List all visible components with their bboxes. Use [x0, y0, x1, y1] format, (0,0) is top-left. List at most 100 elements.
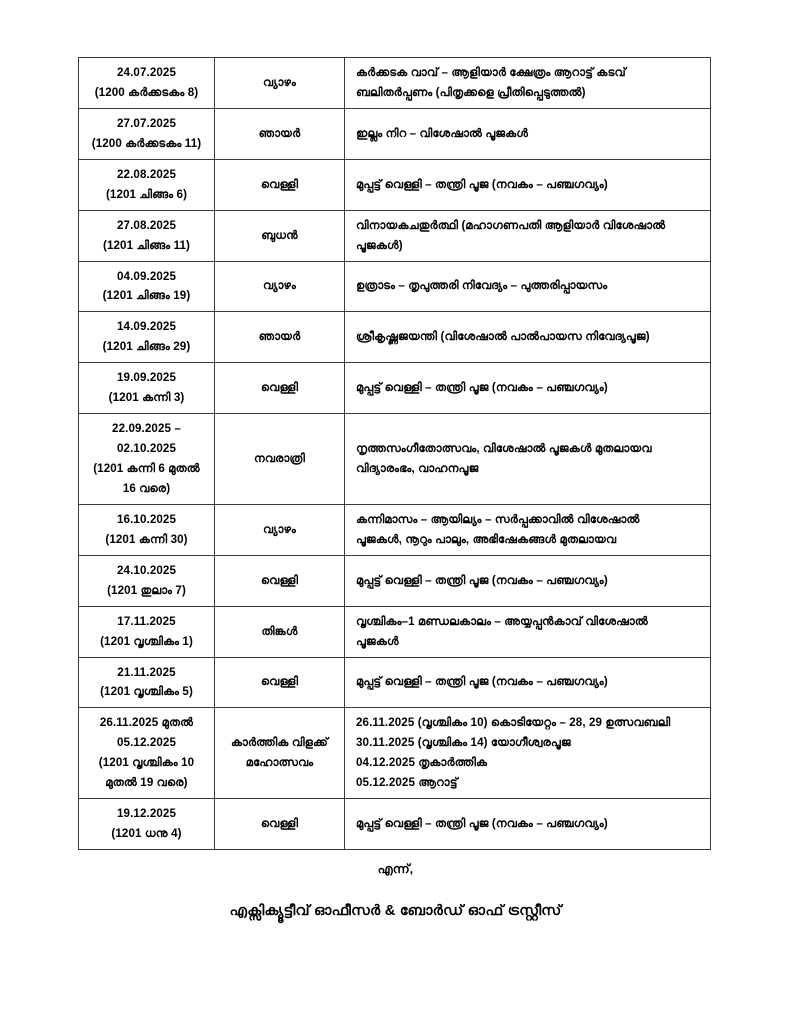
details-text: വിനായകചതുർത്ഥി (മഹാഗണപതി ആളിയാർ വിശേഷാൽ … [356, 218, 666, 252]
date-primary: 22.09.2025 – 02.10.2025 [112, 422, 181, 456]
cell-date: 19.12.2025 (1201 ധനു 4) [78, 798, 215, 850]
cell-date: 21.11.2025 (1201 വൃശ്ചികം 5) [78, 656, 215, 709]
cell-day: ബുധൻ [214, 209, 345, 262]
details-text: മുപ്പട്ട് വെള്ളി – തന്ത്രി പൂജ (നവകം – പ… [356, 817, 608, 831]
date-secondary: (1201 കന്നി 6 മുതൽ 16 വരെ) [93, 462, 200, 495]
cell-date: 04.09.2025 (1201 ചിങ്ങം 19) [78, 260, 215, 313]
cell-details: മുപ്പട്ട് വെള്ളി – തന്ത്രി പൂജ (നവകം – പ… [344, 362, 711, 415]
table-row: 26.11.2025 മുതൽ 05.12.2025 (1201 വൃശ്ചികം… [78, 707, 711, 800]
cell-day: ഞായർ [214, 311, 345, 364]
day-label: വെള്ളി [260, 177, 299, 191]
cell-date: 22.09.2025 – 02.10.2025 (1201 കന്നി 6 മുത… [78, 413, 215, 505]
details-text: മുപ്പട്ട് വെള്ളി – തന്ത്രി പൂജ (നവകം – പ… [356, 675, 608, 689]
date-primary: 19.09.2025 [116, 371, 177, 385]
day-label: തിങ്കൾ [261, 624, 298, 638]
date-primary: 04.09.2025 [116, 269, 177, 283]
date-primary: 24.10.2025 [116, 563, 177, 577]
table-row: 22.09.2025 – 02.10.2025 (1201 കന്നി 6 മുത… [78, 413, 711, 505]
cell-date: 19.09.2025 (1201 കന്നി 3) [78, 362, 215, 415]
details-text: മുപ്പട്ട് വെള്ളി – തന്ത്രി പൂജ (നവകം – പ… [356, 573, 608, 587]
cell-day: നവരാത്രി [214, 413, 345, 505]
day-label: ബുധൻ [261, 228, 298, 242]
date-secondary: (1201 വൃശ്ചികം 1) [100, 634, 193, 648]
date-primary: 26.11.2025 മുതൽ 05.12.2025 [99, 716, 194, 750]
closing-block: എന്ന്, എക്സിക്യൂട്ടീവ് ഓഫീസർ & ബോർഡ് ഓഫ്… [0, 862, 791, 919]
cell-details: മുപ്പട്ട് വെള്ളി – തന്ത്രി പൂജ (നവകം – പ… [344, 656, 711, 709]
details-text: മുപ്പട്ട് വെള്ളി – തന്ത്രി പൂജ (നവകം – പ… [356, 177, 608, 191]
table-row: 16.10.2025 (1201 കന്നി 30) വ്യാഴം കന്നിമാസം… [78, 503, 711, 556]
table-row: 04.09.2025 (1201 ചിങ്ങം 19) വ്യാഴം ഉത്രാടം … [78, 260, 711, 313]
day-label: നവരാത്രി [254, 452, 305, 466]
date-primary: 27.08.2025 [116, 218, 177, 232]
cell-day: തിങ്കൾ [214, 605, 345, 658]
day-label: വ്യാഴം [263, 75, 296, 89]
date-primary: 14.09.2025 [116, 320, 177, 334]
date-secondary: (1201 തുലാം 7) [107, 583, 186, 597]
table-row: 21.11.2025 (1201 വൃശ്ചികം 5) വെള്ളി മുപ്പട്… [78, 656, 711, 709]
table-row: 27.07.2025 (1200 കർക്കടകം 11) ഞായർ ഇല്ലം നി… [78, 107, 711, 160]
cell-details: വൃശ്ചികം–1 മണ്ഡലകാലം – അയ്യപ്പൻകാവ് വിശേ… [344, 605, 711, 658]
date-primary: 19.12.2025 [116, 807, 177, 821]
table-row: 24.10.2025 (1201 തുലാം 7) വെള്ളി മുപ്പട്ട് … [78, 554, 711, 607]
date-primary: 27.07.2025 [116, 116, 177, 130]
details-text: ഉത്രാടം – തൃപുത്തരി നിവേദ്യം – പുത്തരിപ്… [356, 279, 608, 293]
table-row: 14.09.2025 (1201 ചിങ്ങം 29) ഞായർ ശ്രീകൃഷ്ണജ… [78, 311, 711, 364]
cell-day: വെള്ളി [214, 656, 345, 709]
cell-day: വ്യാഴം [214, 260, 345, 313]
closing-salutation: എന്ന്, [377, 862, 414, 876]
cell-details: മുപ്പട്ട് വെള്ളി – തന്ത്രി പൂജ (നവകം – പ… [344, 158, 711, 211]
cell-details: ശ്രീകൃഷ്ണജയന്തി (വിശേഷാൽ പാൽപായസ നിവേദ്യ… [344, 311, 711, 364]
cell-details: മുപ്പട്ട് വെള്ളി – തന്ത്രി പൂജ (നവകം – പ… [344, 798, 711, 850]
cell-details: ഇല്ലം നിറ – വിശേഷാൽ പൂജകൾ [344, 107, 711, 160]
cell-date: 17.11.2025 (1201 വൃശ്ചികം 1) [78, 605, 215, 658]
day-label: വ്യാഴം [263, 522, 296, 536]
schedule-table-body: 24.07.2025 (1200 കർക്കടകം 8) വ്യാഴം കർക്കടക… [78, 57, 711, 850]
date-secondary: (1200 കർക്കടകം 8) [94, 85, 199, 99]
cell-details: മുപ്പട്ട് വെള്ളി – തന്ത്രി പൂജ (നവകം – പ… [344, 554, 711, 607]
cell-day: വെള്ളി [214, 798, 345, 850]
cell-date: 27.07.2025 (1200 കർക്കടകം 11) [78, 107, 215, 160]
cell-day: വ്യാഴം [214, 503, 345, 556]
details-text: ഇല്ലം നിറ – വിശേഷാൽ പൂജകൾ [356, 126, 529, 140]
festival-schedule-table: 24.07.2025 (1200 കർക്കടകം 8) വ്യാഴം കർക്കടക… [78, 57, 711, 850]
details-text: കന്നിമാസം – ആയില്യം – സർപ്പക്കാവിൽ വിശേഷ… [356, 512, 640, 546]
cell-day: കാർത്തിക വിളക്ക് മഹോത്സവം [214, 707, 345, 800]
table-row: 22.08.2025 (1201 ചിങ്ങം 6) വെള്ളി മുപ്പട്ട്… [78, 158, 711, 211]
day-label: ഞായർ [258, 126, 301, 140]
details-text: മുപ്പട്ട് വെള്ളി – തന്ത്രി പൂജ (നവകം – പ… [356, 381, 608, 395]
table-row: 17.11.2025 (1201 വൃശ്ചികം 1) തിങ്കൾ വൃശ്ചിക… [78, 605, 711, 658]
day-label: വെള്ളി [260, 675, 299, 689]
table-row: 19.09.2025 (1201 കന്നി 3) വെള്ളി മുപ്പട്ട് … [78, 362, 711, 415]
date-primary: 21.11.2025 [117, 665, 176, 679]
date-secondary: (1201 ചിങ്ങം 6) [105, 187, 188, 201]
day-label: വെള്ളി [260, 817, 299, 831]
date-primary: 22.08.2025 [116, 167, 177, 181]
day-label: വെള്ളി [260, 381, 299, 395]
date-secondary: (1201 കന്നി 30) [105, 532, 188, 546]
cell-details: കർക്കടക വാവ് – ആളിയാർ ക്ഷേത്രം ആറാട്ട് ക… [344, 57, 711, 109]
cell-day: വെള്ളി [214, 362, 345, 415]
cell-day: വെള്ളി [214, 554, 345, 607]
cell-day: ഞായർ [214, 107, 345, 160]
day-label: വ്യാഴം [263, 279, 296, 293]
day-label: ഞായർ [258, 330, 301, 344]
cell-date: 26.11.2025 മുതൽ 05.12.2025 (1201 വൃശ്ചികം… [78, 707, 215, 800]
details-text: കർക്കടക വാവ് – ആളിയാർ ക്ഷേത്രം ആറാട്ട് ക… [356, 66, 626, 99]
details-text: വൃശ്ചികം–1 മണ്ഡലകാലം – അയ്യപ്പൻകാവ് വിശേ… [356, 614, 648, 648]
date-secondary: (1200 കർക്കടകം 11) [91, 136, 202, 150]
cell-day: വ്യാഴം [214, 57, 345, 109]
cell-details: വിനായകചതുർത്ഥി (മഹാഗണപതി ആളിയാർ വിശേഷാൽ … [344, 209, 711, 262]
cell-details: കന്നിമാസം – ആയില്യം – സർപ്പക്കാവിൽ വിശേഷ… [344, 503, 711, 556]
date-secondary: (1201 ചിങ്ങം 11) [103, 238, 190, 252]
cell-date: 22.08.2025 (1201 ചിങ്ങം 6) [78, 158, 215, 211]
cell-details: 26.11.2025 (വൃശ്ചികം 10) കൊടിയേറ്റം – 28… [344, 707, 711, 800]
date-primary: 17.11.2025 [117, 614, 176, 628]
cell-date: 27.08.2025 (1201 ചിങ്ങം 11) [78, 209, 215, 262]
date-primary: 16.10.2025 [116, 512, 177, 526]
cell-date: 24.07.2025 (1200 കർക്കടകം 8) [78, 57, 215, 109]
day-label: വെള്ളി [260, 573, 299, 587]
date-secondary: (1201 ചിങ്ങം 19) [102, 289, 191, 303]
date-secondary: (1201 വൃശ്ചികം 10 മുതൽ 19 വരെ) [98, 756, 195, 790]
cell-details: ഉത്രാടം – തൃപുത്തരി നിവേദ്യം – പുത്തരിപ്… [344, 260, 711, 313]
table-row: 19.12.2025 (1201 ധനു 4) വെള്ളി മുപ്പട്ട് വെ… [78, 798, 711, 850]
